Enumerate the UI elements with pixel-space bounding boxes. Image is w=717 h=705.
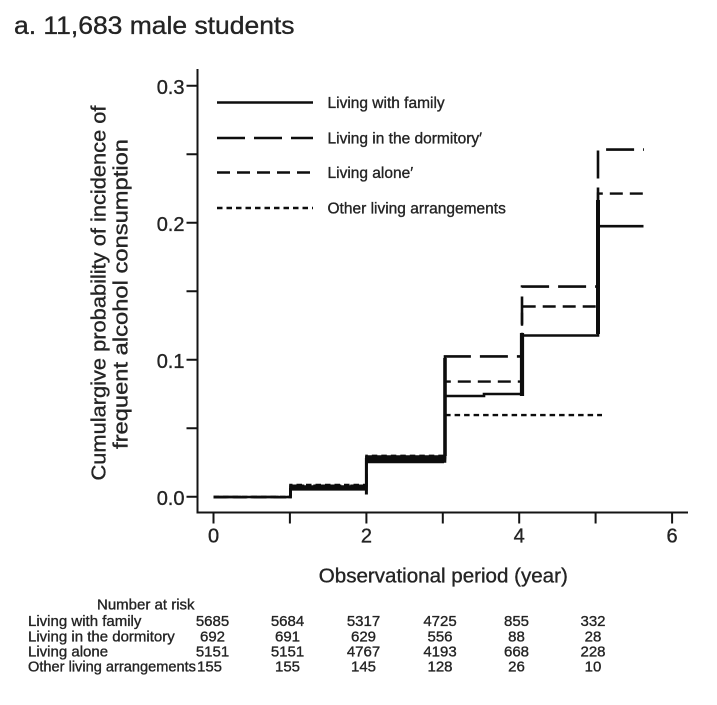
svg-text:Living in the dormitory: Living in the dormitory: [28, 629, 175, 646]
svg-text:28: 28: [585, 629, 602, 646]
svg-text:10: 10: [585, 659, 602, 676]
svg-text:691: 691: [275, 629, 300, 646]
svg-text:629: 629: [351, 629, 376, 646]
svg-text:Living with family: Living with family: [28, 613, 142, 630]
svg-text:0.2: 0.2: [157, 214, 185, 236]
svg-text:0.1: 0.1: [157, 351, 185, 373]
svg-text:26: 26: [508, 659, 525, 676]
svg-text:Other living arrangements: Other living arrangements: [328, 201, 507, 218]
svg-text:668: 668: [504, 644, 529, 661]
svg-text:Other living arrangements: Other living arrangements: [28, 659, 196, 676]
svg-text:Living alone: Living alone: [28, 644, 108, 661]
svg-text:Living in the dormitory′: Living in the dormitory′: [328, 131, 483, 148]
svg-text:4725: 4725: [423, 613, 456, 630]
svg-text:6: 6: [667, 526, 678, 548]
svg-text:4193: 4193: [423, 644, 456, 661]
svg-text:5685: 5685: [196, 613, 229, 630]
svg-text:Living alone′: Living alone′: [328, 165, 414, 182]
svg-text:Observational period (year): Observational period (year): [319, 566, 568, 588]
svg-text:frequent alcohol consumption: frequent alcohol consumption: [110, 139, 133, 449]
svg-text:0: 0: [208, 526, 219, 548]
svg-text:Number at risk: Number at risk: [97, 597, 195, 614]
svg-text:128: 128: [427, 659, 452, 676]
svg-text:332: 332: [580, 613, 605, 630]
svg-text:5151: 5151: [196, 644, 229, 661]
svg-text:5684: 5684: [271, 613, 304, 630]
svg-text:155: 155: [197, 659, 222, 676]
svg-text:145: 145: [351, 659, 376, 676]
svg-text:5317: 5317: [347, 613, 380, 630]
svg-text:88: 88: [508, 629, 525, 646]
svg-text:5151: 5151: [271, 644, 304, 661]
svg-text:228: 228: [580, 644, 605, 661]
svg-text:155: 155: [275, 659, 300, 676]
svg-text:692: 692: [200, 629, 225, 646]
svg-text:4767: 4767: [347, 644, 380, 661]
svg-text:a. 11,683 male students: a. 11,683 male students: [14, 12, 295, 40]
svg-text:0.0: 0.0: [157, 488, 185, 510]
svg-text:Living with family: Living with family: [328, 95, 445, 112]
svg-text:2: 2: [361, 526, 372, 548]
svg-text:Cumulargive probability of inc: Cumulargive probability of incidence of: [88, 105, 111, 480]
svg-text:4: 4: [514, 526, 525, 548]
svg-text:0.3: 0.3: [157, 77, 185, 99]
svg-text:855: 855: [504, 613, 529, 630]
svg-text:556: 556: [427, 629, 452, 646]
